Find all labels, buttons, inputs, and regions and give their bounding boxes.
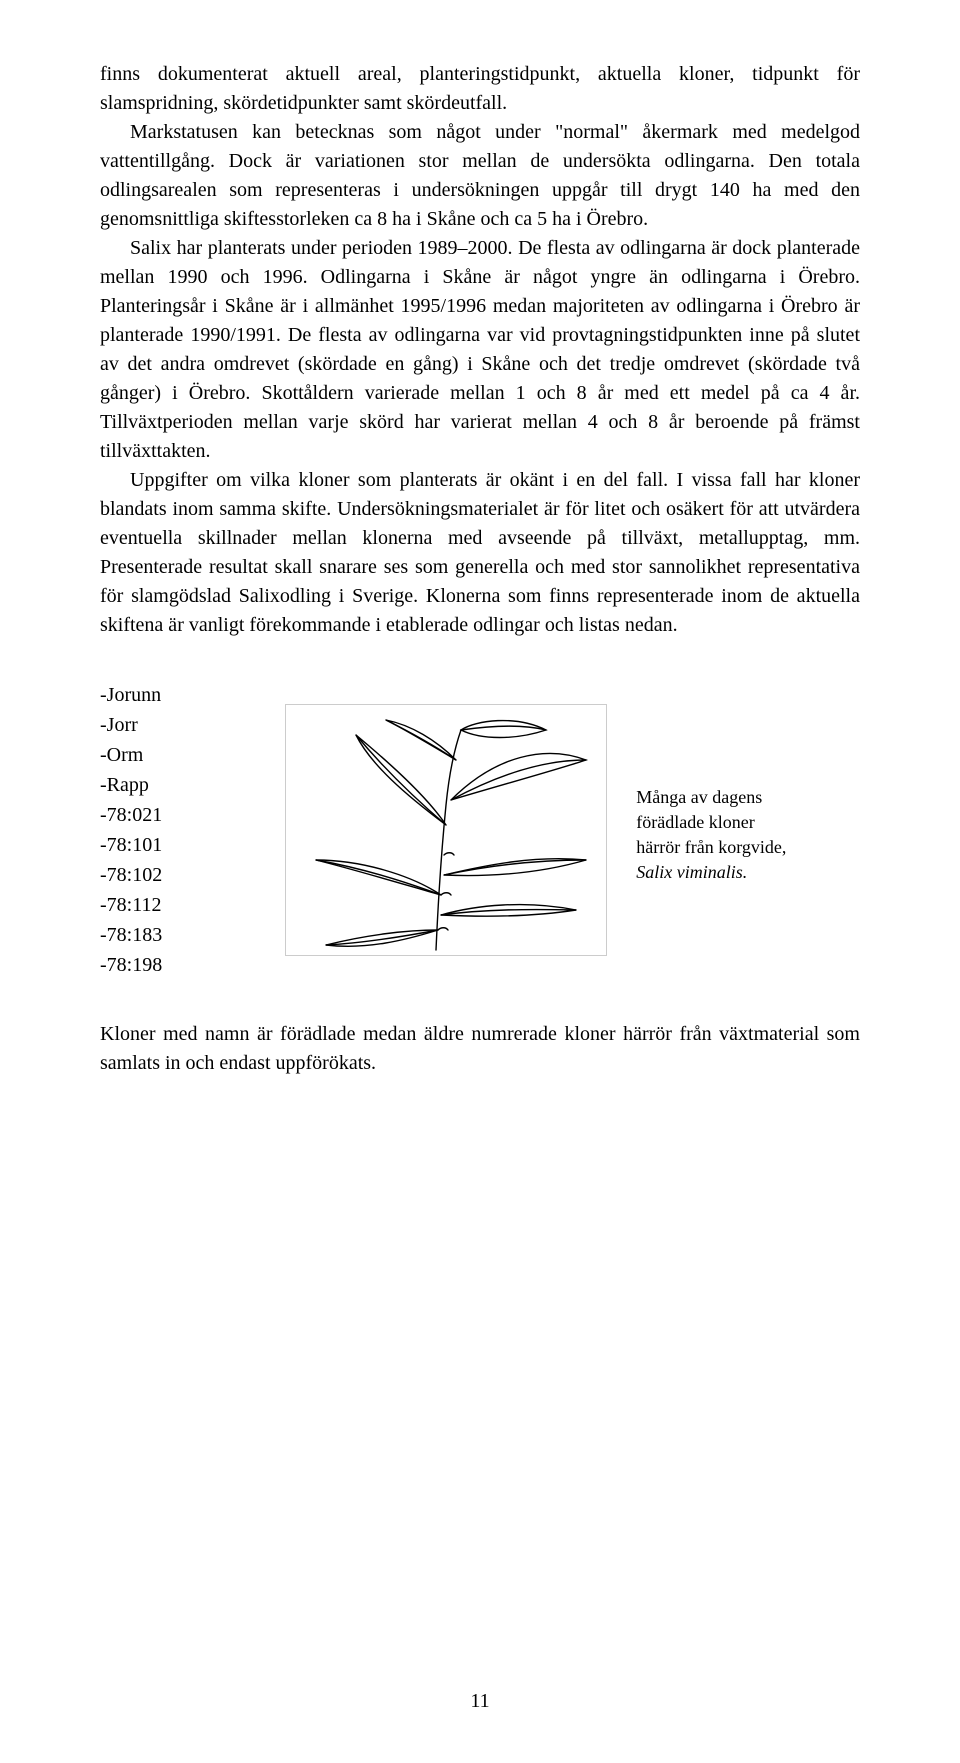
- salix-illustration: [285, 704, 607, 956]
- paragraph-5: Kloner med namn är förädlade medan äldre…: [100, 1020, 860, 1078]
- caption-line-italic: Salix viminalis.: [636, 860, 860, 885]
- clone-item: -Jorunn: [100, 680, 246, 710]
- clone-item: -78:101: [100, 830, 246, 860]
- figure-caption: Många av dagens förädlade kloner härrör …: [636, 775, 860, 886]
- clone-item: -78:112: [100, 890, 246, 920]
- page-container: finns dokumenterat aktuell areal, plante…: [0, 0, 960, 1763]
- paragraph-1: finns dokumenterat aktuell areal, plante…: [100, 60, 860, 118]
- clone-item: -78:021: [100, 800, 246, 830]
- paragraph-4: Uppgifter om vilka kloner som planterats…: [100, 466, 860, 640]
- paragraph-2: Markstatusen kan betecknas som något und…: [100, 118, 860, 234]
- clone-item: -Jorr: [100, 710, 246, 740]
- salix-figure: [276, 704, 616, 956]
- clone-item: -78:102: [100, 860, 246, 890]
- caption-line: förädlade kloner: [636, 810, 860, 835]
- caption-line: Många av dagens: [636, 785, 860, 810]
- clone-figure-row: -Jorunn -Jorr -Orm -Rapp -78:021 -78:101…: [100, 680, 860, 980]
- clone-list: -Jorunn -Jorr -Orm -Rapp -78:021 -78:101…: [100, 680, 246, 980]
- clone-item: -Orm: [100, 740, 246, 770]
- clone-item: -78:198: [100, 950, 246, 980]
- page-number: 11: [0, 1690, 960, 1713]
- clone-item: -78:183: [100, 920, 246, 950]
- caption-line: härrör från korgvide,: [636, 835, 860, 860]
- clone-item: -Rapp: [100, 770, 246, 800]
- paragraph-3: Salix har planterats under perioden 1989…: [100, 234, 860, 466]
